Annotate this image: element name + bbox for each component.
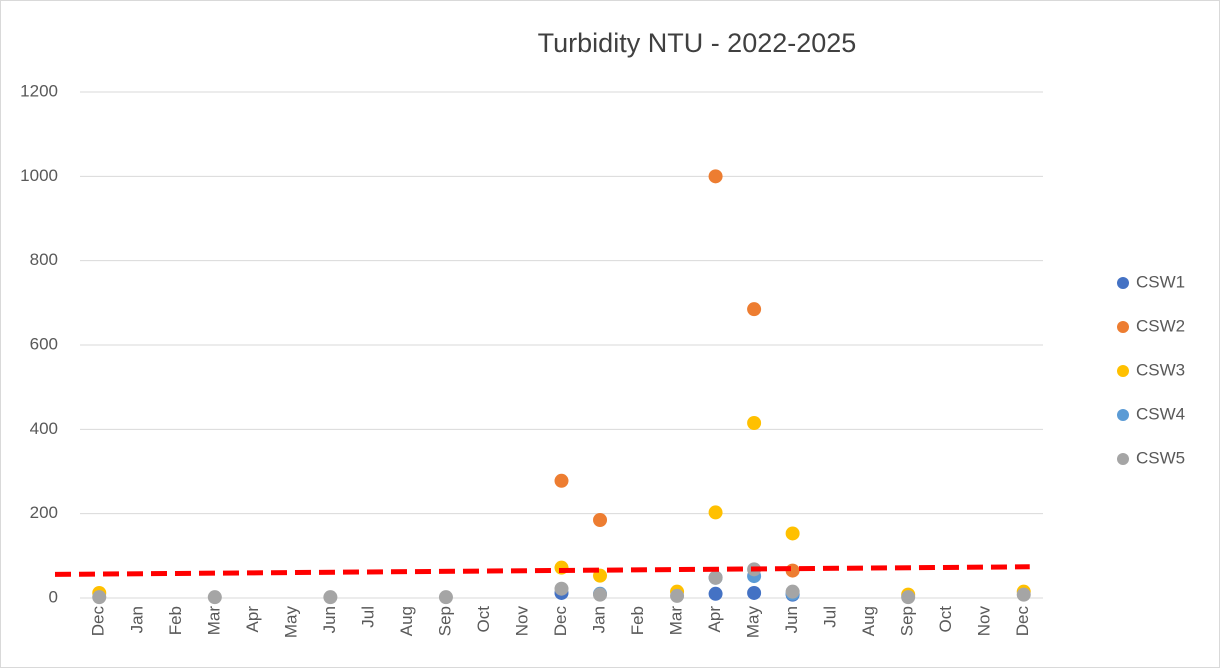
- data-point: [207, 590, 222, 605]
- data-point: [554, 581, 569, 596]
- x-tick-label: Oct: [936, 606, 955, 633]
- y-tick-label: 600: [30, 334, 58, 353]
- legend-marker: [1117, 453, 1129, 465]
- x-tick-label: Aug: [859, 606, 878, 636]
- chart-title: Turbidity NTU - 2022-2025: [538, 28, 857, 58]
- data-point: [554, 473, 569, 488]
- x-tick-label: Apr: [705, 606, 724, 633]
- x-tick-label: Jun: [320, 606, 339, 633]
- x-tick-label: Jul: [358, 606, 377, 628]
- legend-marker: [1117, 409, 1129, 421]
- data-point: [438, 590, 453, 605]
- x-tick-label: Apr: [243, 606, 262, 633]
- x-tick-label: Sep: [435, 606, 454, 636]
- x-tick-label: Dec: [1013, 606, 1032, 637]
- data-point: [1016, 587, 1031, 602]
- x-tick-label: Mar: [204, 606, 223, 636]
- legend-marker: [1117, 277, 1129, 289]
- data-point: [92, 590, 107, 605]
- data-point: [708, 169, 723, 184]
- data-point: [785, 526, 800, 541]
- data-point: [670, 588, 685, 603]
- legend-label: CSW5: [1136, 448, 1185, 467]
- data-point: [708, 586, 723, 601]
- data-point: [747, 302, 762, 317]
- y-tick-label: 400: [30, 419, 58, 438]
- data-point: [747, 585, 762, 600]
- x-tick-label: Jun: [782, 606, 801, 633]
- x-tick-label: May: [744, 606, 763, 639]
- x-tick-label: Nov: [512, 606, 531, 637]
- data-point: [901, 590, 916, 605]
- legend-marker: [1117, 321, 1129, 333]
- legend-label: CSW1: [1136, 272, 1185, 291]
- y-tick-label: 800: [30, 250, 58, 269]
- x-tick-label: Dec: [89, 606, 108, 637]
- legend-label: CSW3: [1136, 360, 1185, 379]
- x-tick-label: Feb: [166, 606, 185, 635]
- legend-marker: [1117, 365, 1129, 377]
- data-point: [708, 505, 723, 520]
- x-tick-label: Dec: [551, 606, 570, 637]
- y-tick-label: 200: [30, 503, 58, 522]
- data-point: [785, 584, 800, 599]
- x-tick-label: Jan: [590, 606, 609, 633]
- x-tick-label: Aug: [397, 606, 416, 636]
- trendline: [54, 564, 1030, 577]
- data-point: [593, 512, 608, 527]
- data-point: [323, 590, 338, 605]
- y-tick-label: 1000: [20, 166, 58, 185]
- x-tick-label: May: [281, 606, 300, 639]
- legend-label: CSW2: [1136, 316, 1185, 335]
- x-tick-label: Jan: [127, 606, 146, 633]
- x-tick-label: Nov: [975, 606, 994, 637]
- x-tick-label: Sep: [898, 606, 917, 636]
- data-point: [747, 416, 762, 431]
- y-tick-label: 1200: [20, 81, 58, 100]
- y-tick-label: 0: [49, 587, 58, 606]
- data-point: [593, 587, 608, 602]
- x-tick-label: Oct: [474, 606, 493, 633]
- x-tick-label: Feb: [628, 606, 647, 635]
- legend-label: CSW4: [1136, 404, 1185, 423]
- data-point: [708, 570, 723, 585]
- x-tick-label: Jul: [821, 606, 840, 628]
- x-tick-label: Mar: [667, 606, 686, 636]
